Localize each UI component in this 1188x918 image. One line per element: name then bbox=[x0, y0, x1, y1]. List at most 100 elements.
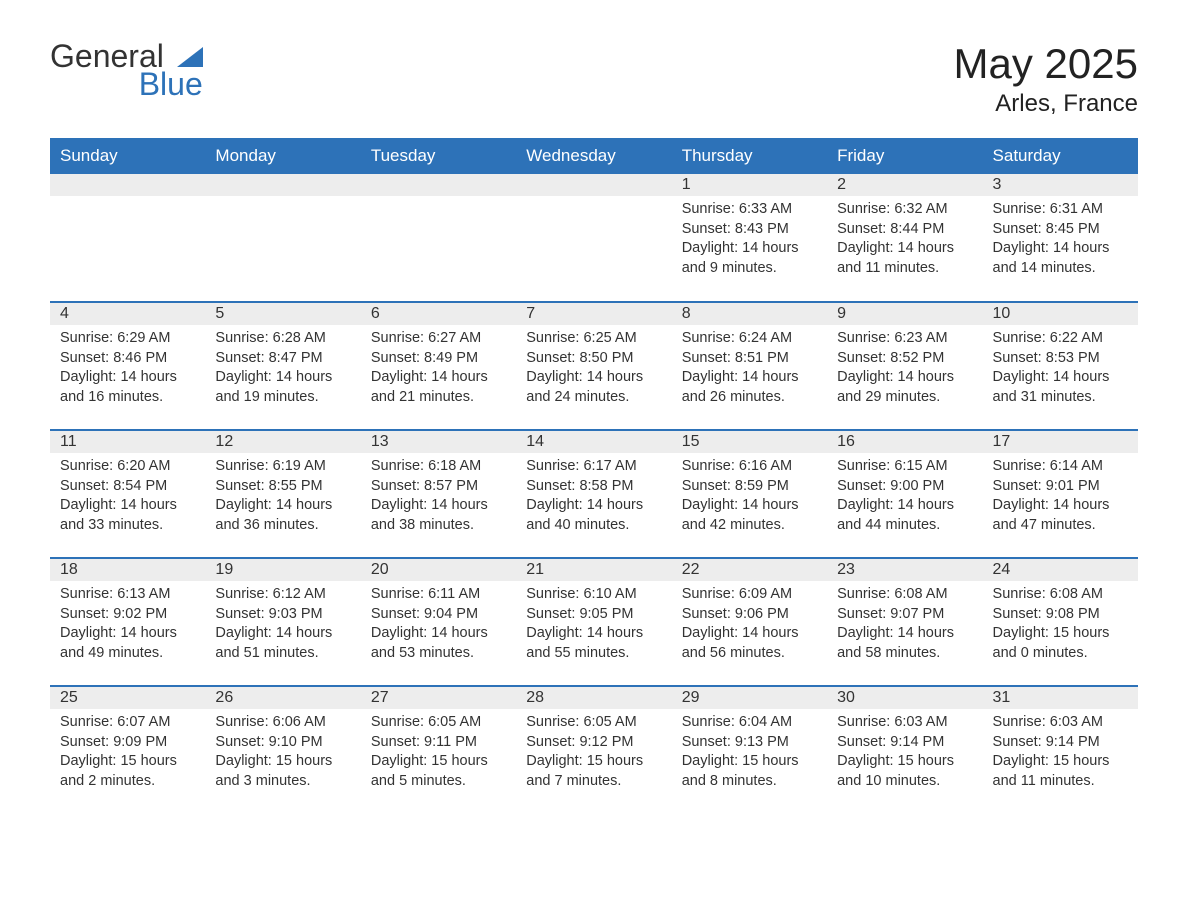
day-details: Sunrise: 6:20 AMSunset: 8:54 PMDaylight:… bbox=[50, 453, 205, 547]
sunset-line: Sunset: 9:08 PM bbox=[993, 605, 1128, 625]
weekday-header: Friday bbox=[827, 138, 982, 174]
day-number: 10 bbox=[983, 303, 1138, 325]
day-number: 23 bbox=[827, 559, 982, 581]
sunrise-line: Sunrise: 6:07 AM bbox=[60, 713, 195, 733]
sunrise-line: Sunrise: 6:16 AM bbox=[682, 457, 817, 477]
daylight-line: Daylight: 14 hours and 16 minutes. bbox=[60, 368, 195, 407]
sunset-line: Sunset: 8:59 PM bbox=[682, 477, 817, 497]
day-number: 2 bbox=[827, 174, 982, 196]
sunset-line: Sunset: 9:11 PM bbox=[371, 733, 506, 753]
day-number: 15 bbox=[672, 431, 827, 453]
calendar-day-cell: 19Sunrise: 6:12 AMSunset: 9:03 PMDayligh… bbox=[205, 558, 360, 686]
sunset-line: Sunset: 9:07 PM bbox=[837, 605, 972, 625]
day-details: Sunrise: 6:08 AMSunset: 9:07 PMDaylight:… bbox=[827, 581, 982, 675]
calendar-table: SundayMondayTuesdayWednesdayThursdayFrid… bbox=[50, 138, 1138, 814]
daylight-line: Daylight: 15 hours and 3 minutes. bbox=[215, 752, 350, 791]
calendar-week-row: 25Sunrise: 6:07 AMSunset: 9:09 PMDayligh… bbox=[50, 686, 1138, 814]
day-number: 14 bbox=[516, 431, 671, 453]
calendar-day-cell: 12Sunrise: 6:19 AMSunset: 8:55 PMDayligh… bbox=[205, 430, 360, 558]
sunset-line: Sunset: 9:02 PM bbox=[60, 605, 195, 625]
day-number: 13 bbox=[361, 431, 516, 453]
calendar-day-cell: 16Sunrise: 6:15 AMSunset: 9:00 PMDayligh… bbox=[827, 430, 982, 558]
day-number: 3 bbox=[983, 174, 1138, 196]
day-details: Sunrise: 6:10 AMSunset: 9:05 PMDaylight:… bbox=[516, 581, 671, 675]
day-details: Sunrise: 6:33 AMSunset: 8:43 PMDaylight:… bbox=[672, 196, 827, 290]
calendar-day-cell: 15Sunrise: 6:16 AMSunset: 8:59 PMDayligh… bbox=[672, 430, 827, 558]
sunset-line: Sunset: 9:14 PM bbox=[837, 733, 972, 753]
daylight-line: Daylight: 15 hours and 10 minutes. bbox=[837, 752, 972, 791]
calendar-body: 1Sunrise: 6:33 AMSunset: 8:43 PMDaylight… bbox=[50, 174, 1138, 814]
sunset-line: Sunset: 9:01 PM bbox=[993, 477, 1128, 497]
sunset-line: Sunset: 8:44 PM bbox=[837, 220, 972, 240]
day-number: 7 bbox=[516, 303, 671, 325]
daylight-line: Daylight: 14 hours and 47 minutes. bbox=[993, 496, 1128, 535]
weekday-header: Sunday bbox=[50, 138, 205, 174]
empty-day-bar bbox=[50, 174, 205, 196]
daylight-line: Daylight: 14 hours and 9 minutes. bbox=[682, 239, 817, 278]
day-details: Sunrise: 6:28 AMSunset: 8:47 PMDaylight:… bbox=[205, 325, 360, 419]
day-details: Sunrise: 6:23 AMSunset: 8:52 PMDaylight:… bbox=[827, 325, 982, 419]
sunset-line: Sunset: 8:57 PM bbox=[371, 477, 506, 497]
daylight-line: Daylight: 14 hours and 51 minutes. bbox=[215, 624, 350, 663]
calendar-day-cell: 13Sunrise: 6:18 AMSunset: 8:57 PMDayligh… bbox=[361, 430, 516, 558]
location: Arles, France bbox=[954, 90, 1138, 118]
calendar-day-cell: 28Sunrise: 6:05 AMSunset: 9:12 PMDayligh… bbox=[516, 686, 671, 814]
daylight-line: Daylight: 15 hours and 2 minutes. bbox=[60, 752, 195, 791]
day-details: Sunrise: 6:08 AMSunset: 9:08 PMDaylight:… bbox=[983, 581, 1138, 675]
sunrise-line: Sunrise: 6:03 AM bbox=[837, 713, 972, 733]
calendar-week-row: 18Sunrise: 6:13 AMSunset: 9:02 PMDayligh… bbox=[50, 558, 1138, 686]
daylight-line: Daylight: 14 hours and 21 minutes. bbox=[371, 368, 506, 407]
daylight-line: Daylight: 14 hours and 44 minutes. bbox=[837, 496, 972, 535]
day-details: Sunrise: 6:19 AMSunset: 8:55 PMDaylight:… bbox=[205, 453, 360, 547]
sunset-line: Sunset: 8:50 PM bbox=[526, 349, 661, 369]
calendar-day-cell: 11Sunrise: 6:20 AMSunset: 8:54 PMDayligh… bbox=[50, 430, 205, 558]
calendar-week-row: 4Sunrise: 6:29 AMSunset: 8:46 PMDaylight… bbox=[50, 302, 1138, 430]
sunset-line: Sunset: 8:46 PM bbox=[60, 349, 195, 369]
sunrise-line: Sunrise: 6:04 AM bbox=[682, 713, 817, 733]
sunrise-line: Sunrise: 6:17 AM bbox=[526, 457, 661, 477]
day-number: 9 bbox=[827, 303, 982, 325]
sunset-line: Sunset: 8:45 PM bbox=[993, 220, 1128, 240]
sunset-line: Sunset: 8:43 PM bbox=[682, 220, 817, 240]
calendar-empty-cell bbox=[50, 174, 205, 302]
daylight-line: Daylight: 15 hours and 7 minutes. bbox=[526, 752, 661, 791]
day-details: Sunrise: 6:03 AMSunset: 9:14 PMDaylight:… bbox=[827, 709, 982, 803]
sunrise-line: Sunrise: 6:18 AM bbox=[371, 457, 506, 477]
sunrise-line: Sunrise: 6:19 AM bbox=[215, 457, 350, 477]
daylight-line: Daylight: 14 hours and 40 minutes. bbox=[526, 496, 661, 535]
sunrise-line: Sunrise: 6:12 AM bbox=[215, 585, 350, 605]
day-number: 20 bbox=[361, 559, 516, 581]
day-details: Sunrise: 6:12 AMSunset: 9:03 PMDaylight:… bbox=[205, 581, 360, 675]
day-details: Sunrise: 6:13 AMSunset: 9:02 PMDaylight:… bbox=[50, 581, 205, 675]
calendar-day-cell: 18Sunrise: 6:13 AMSunset: 9:02 PMDayligh… bbox=[50, 558, 205, 686]
day-number: 18 bbox=[50, 559, 205, 581]
daylight-line: Daylight: 14 hours and 56 minutes. bbox=[682, 624, 817, 663]
day-details: Sunrise: 6:11 AMSunset: 9:04 PMDaylight:… bbox=[361, 581, 516, 675]
calendar-day-cell: 22Sunrise: 6:09 AMSunset: 9:06 PMDayligh… bbox=[672, 558, 827, 686]
calendar-day-cell: 25Sunrise: 6:07 AMSunset: 9:09 PMDayligh… bbox=[50, 686, 205, 814]
sunset-line: Sunset: 8:54 PM bbox=[60, 477, 195, 497]
day-details: Sunrise: 6:14 AMSunset: 9:01 PMDaylight:… bbox=[983, 453, 1138, 547]
sunrise-line: Sunrise: 6:28 AM bbox=[215, 329, 350, 349]
sunrise-line: Sunrise: 6:25 AM bbox=[526, 329, 661, 349]
day-number: 17 bbox=[983, 431, 1138, 453]
calendar-day-cell: 27Sunrise: 6:05 AMSunset: 9:11 PMDayligh… bbox=[361, 686, 516, 814]
day-details: Sunrise: 6:16 AMSunset: 8:59 PMDaylight:… bbox=[672, 453, 827, 547]
daylight-line: Daylight: 14 hours and 42 minutes. bbox=[682, 496, 817, 535]
day-number: 4 bbox=[50, 303, 205, 325]
day-number: 12 bbox=[205, 431, 360, 453]
daylight-line: Daylight: 14 hours and 49 minutes. bbox=[60, 624, 195, 663]
daylight-line: Daylight: 14 hours and 11 minutes. bbox=[837, 239, 972, 278]
logo: General Blue bbox=[50, 40, 203, 100]
day-details: Sunrise: 6:07 AMSunset: 9:09 PMDaylight:… bbox=[50, 709, 205, 803]
sunrise-line: Sunrise: 6:03 AM bbox=[993, 713, 1128, 733]
month-title: May 2025 bbox=[954, 40, 1138, 88]
calendar-day-cell: 4Sunrise: 6:29 AMSunset: 8:46 PMDaylight… bbox=[50, 302, 205, 430]
calendar-empty-cell bbox=[516, 174, 671, 302]
day-details: Sunrise: 6:32 AMSunset: 8:44 PMDaylight:… bbox=[827, 196, 982, 290]
sunset-line: Sunset: 9:03 PM bbox=[215, 605, 350, 625]
sunrise-line: Sunrise: 6:31 AM bbox=[993, 200, 1128, 220]
daylight-line: Daylight: 14 hours and 33 minutes. bbox=[60, 496, 195, 535]
sunrise-line: Sunrise: 6:11 AM bbox=[371, 585, 506, 605]
day-number: 6 bbox=[361, 303, 516, 325]
